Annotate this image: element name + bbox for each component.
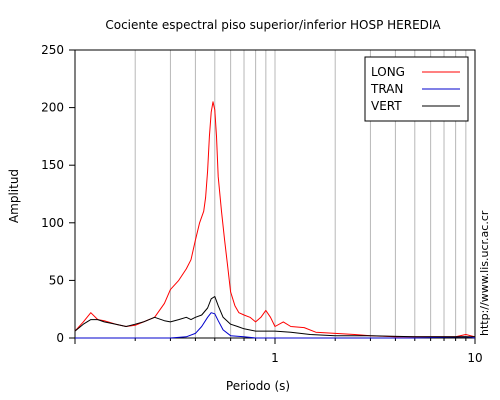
y-axis: 0 50 100 150 200 250 (41, 43, 75, 345)
series-line-tran (75, 312, 476, 339)
y-tick-label: 250 (41, 43, 64, 57)
legend: LONG TRAN VERT (364, 56, 469, 122)
y-tick-label: 0 (56, 331, 64, 345)
x-axis: 1 10 (74, 338, 483, 365)
source-url-watermark: http://www.lis.ucr.ac.cr (478, 210, 491, 336)
x-tick-label: 1 (271, 351, 279, 365)
chart-title: Cociente espectral piso superior/inferio… (105, 18, 441, 32)
y-tick-label: 50 (49, 273, 64, 287)
series-lines (74, 101, 476, 339)
y-tick-label: 200 (41, 101, 64, 115)
legend-label-long: LONG (371, 65, 405, 79)
y-axis-label: Amplitud (7, 169, 21, 223)
series-line-vert (74, 296, 475, 338)
legend-label-tran: TRAN (370, 82, 403, 96)
x-axis-label: Periodo (s) (226, 379, 290, 393)
legend-label-vert: VERT (371, 99, 402, 113)
x-tick-label: 10 (467, 351, 482, 365)
y-tick-label: 150 (41, 158, 64, 172)
y-tick-label: 100 (41, 216, 64, 230)
